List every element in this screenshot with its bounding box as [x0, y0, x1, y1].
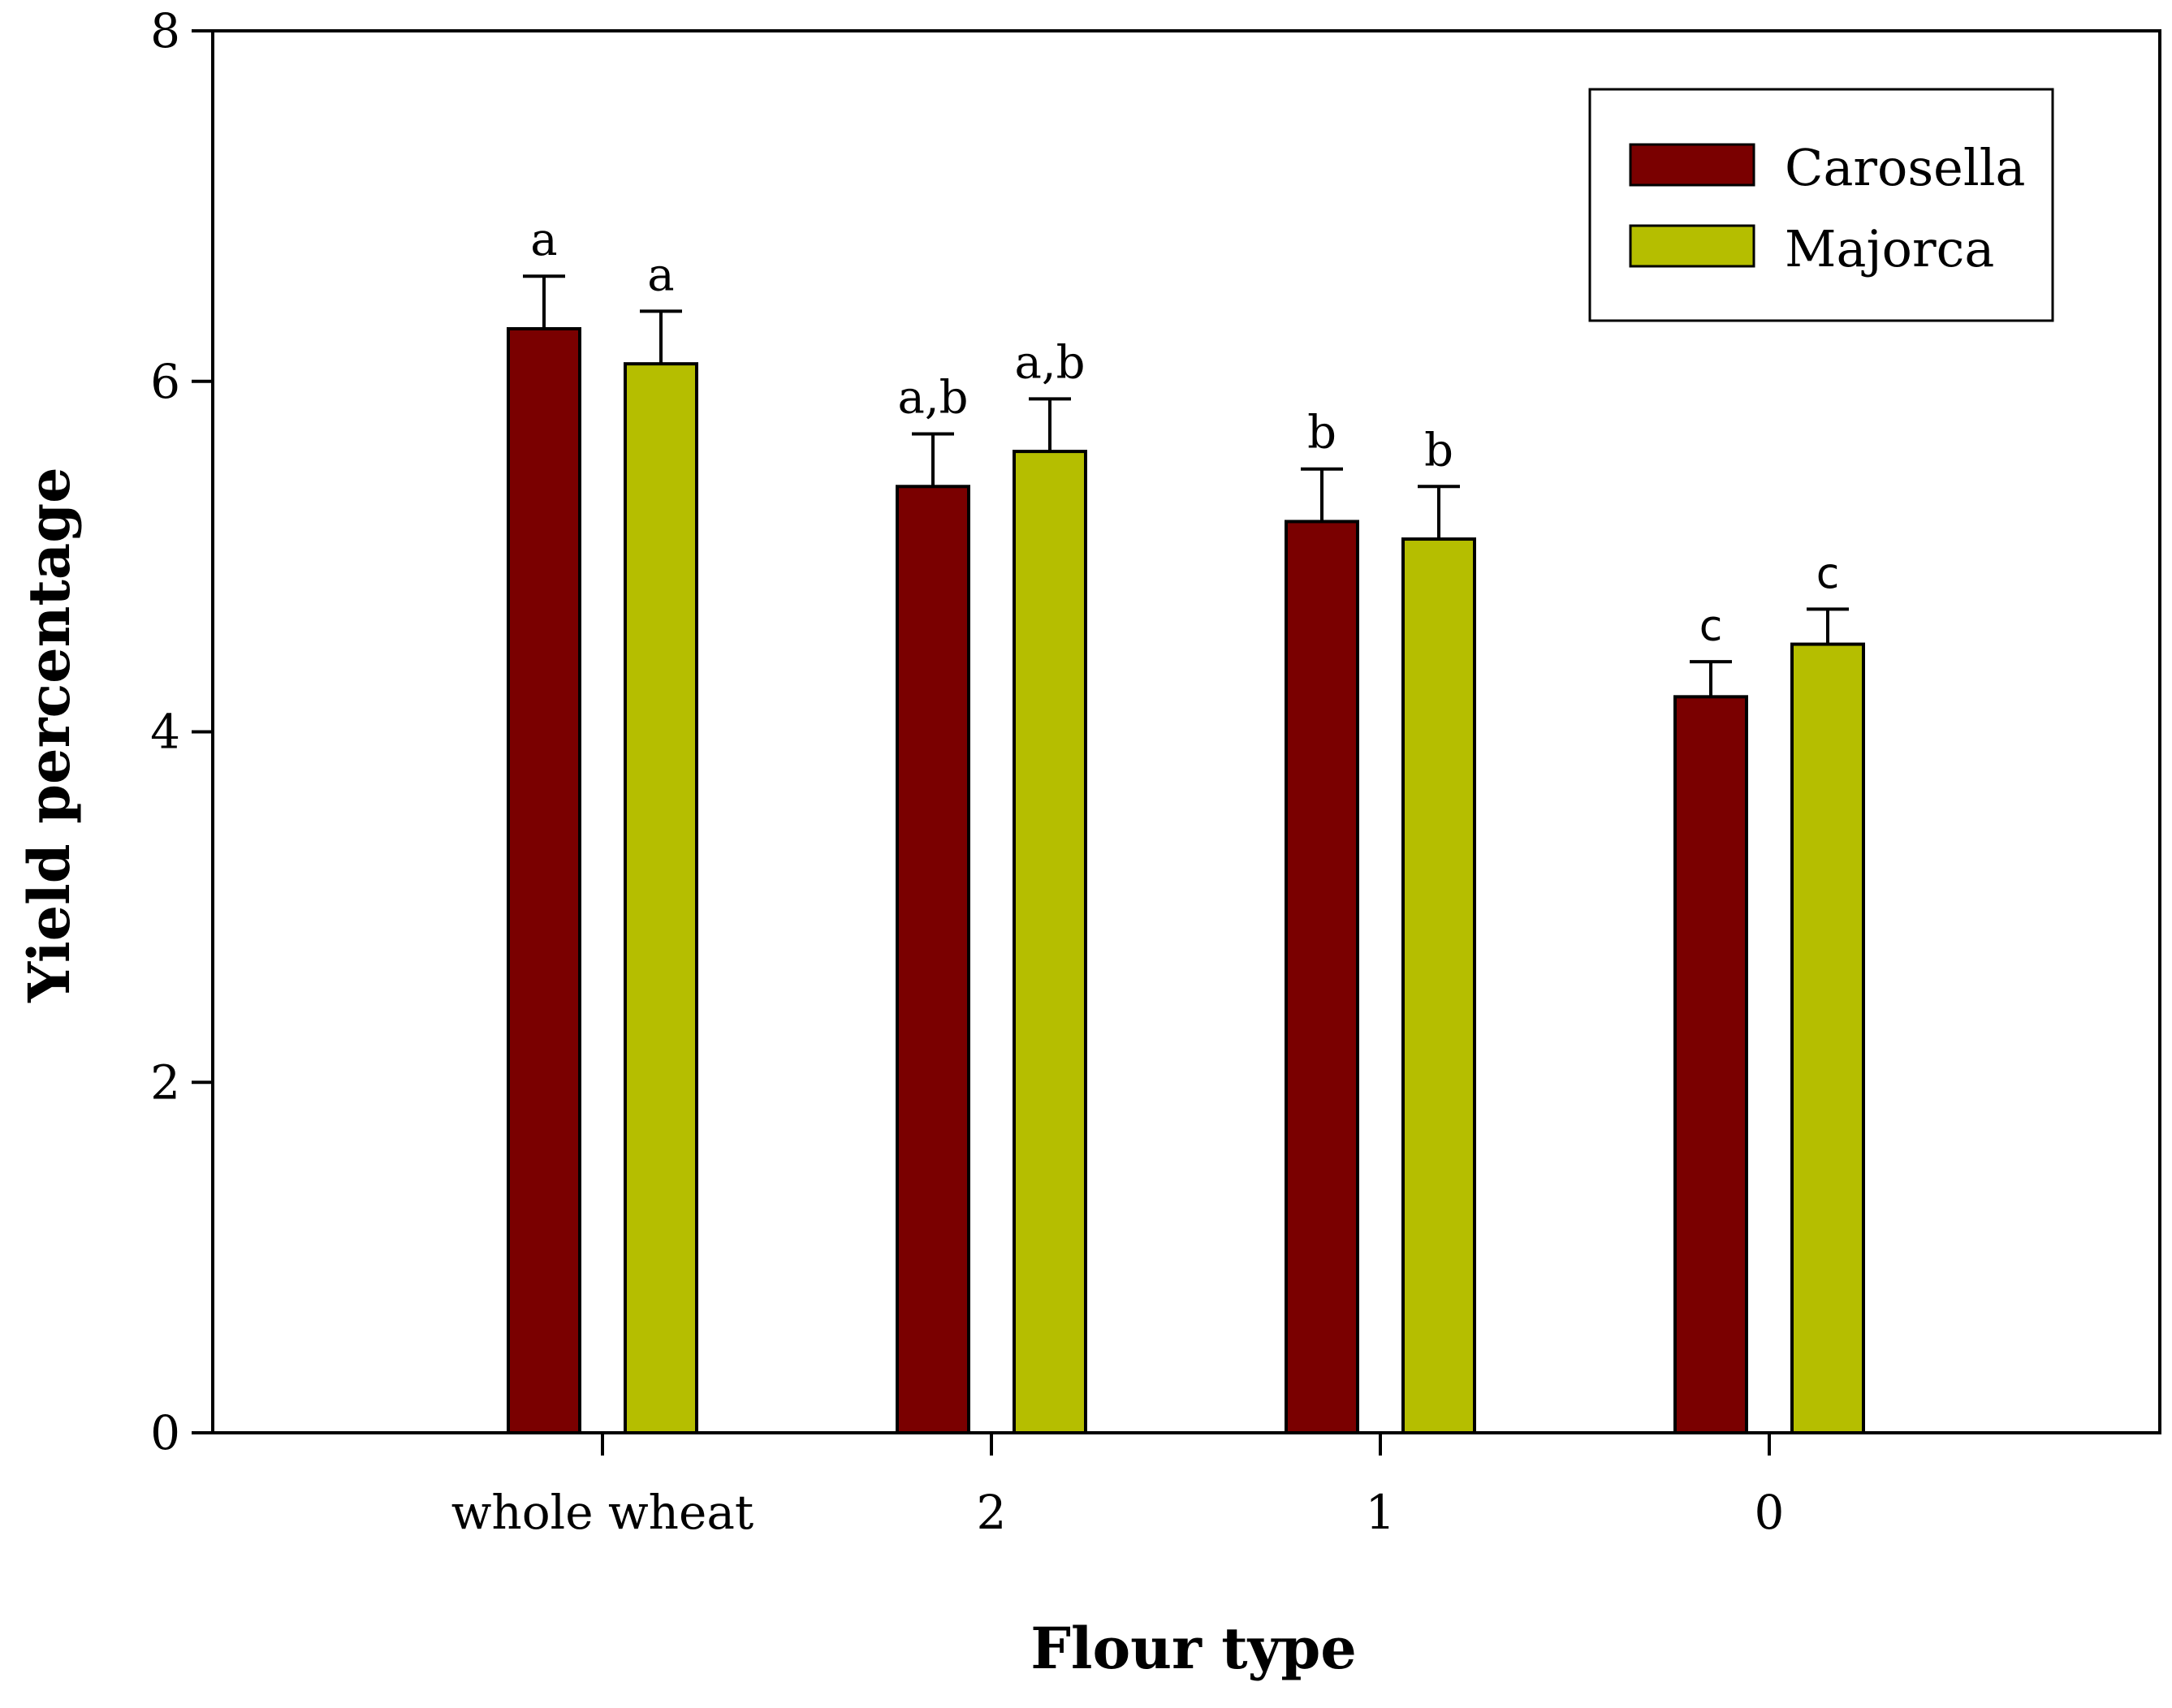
y-tick-label: 2 — [150, 1055, 180, 1110]
x-axis-title: Flour type — [1030, 1615, 1357, 1682]
legend-swatch-carosella — [1629, 143, 1755, 187]
significance-label-carosella: a,b — [897, 372, 968, 425]
y-axis-title: Yield percentage — [15, 467, 83, 1003]
significance-label-majorca: c — [1816, 550, 1840, 598]
bar-majorca — [1401, 537, 1476, 1434]
bar-carosella — [507, 326, 581, 1434]
x-tick-label: whole wheat — [451, 1485, 754, 1540]
significance-label-carosella: a — [530, 214, 557, 266]
legend: Carosella Majorca — [1588, 88, 2054, 322]
significance-label-majorca: b — [1424, 424, 1453, 477]
significance-label-carosella: b — [1307, 407, 1336, 459]
x-tick-label: 2 — [977, 1485, 1007, 1540]
legend-swatch-majorca — [1629, 224, 1755, 268]
bar-carosella — [1285, 520, 1359, 1435]
significance-label-carosella: c — [1699, 602, 1723, 651]
legend-box — [1588, 88, 2054, 322]
legend-label-carosella: Carosella — [1785, 138, 2026, 197]
bar-majorca — [1013, 450, 1087, 1434]
significance-label-majorca: a,b — [1014, 336, 1085, 389]
y-tick-label: 8 — [150, 3, 180, 58]
bar-carosella — [896, 485, 970, 1434]
significance-labels: a a,b b c a a,b b c — [530, 214, 1839, 651]
bar-majorca — [624, 362, 698, 1435]
y-tick-label: 0 — [150, 1405, 180, 1460]
bar-carosella — [1673, 695, 1748, 1434]
bar-majorca — [1790, 642, 1865, 1434]
significance-label-majorca: a — [647, 248, 674, 301]
bars — [507, 326, 1865, 1435]
x-tick-label: 0 — [1755, 1485, 1785, 1540]
y-axis: 0 2 4 6 8 — [150, 3, 213, 1460]
error-bars — [523, 274, 1849, 697]
x-tick-label: 1 — [1366, 1485, 1396, 1540]
legend-label-majorca: Majorca — [1785, 219, 1994, 278]
y-tick-label: 6 — [150, 354, 180, 409]
y-tick-label: 4 — [150, 705, 180, 760]
x-axis: whole wheat 2 1 0 — [451, 1433, 1785, 1540]
